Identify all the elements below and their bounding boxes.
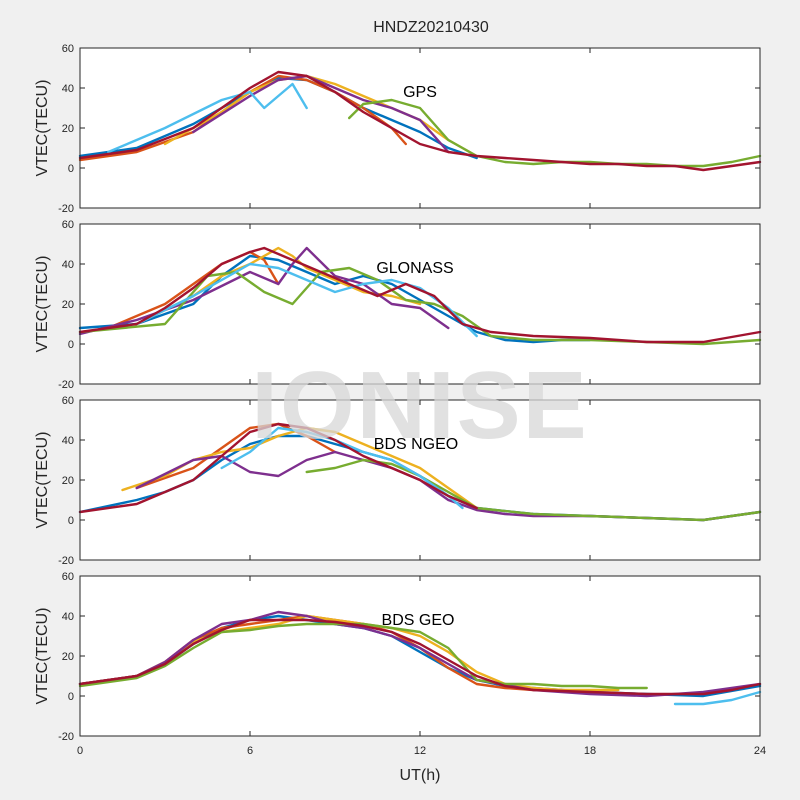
series-line bbox=[78, 618, 762, 696]
y-tick-label: 40 bbox=[62, 83, 74, 95]
figure-title: HNDZ20210430 bbox=[373, 19, 489, 36]
series-line bbox=[163, 74, 478, 158]
panel-annotation: GPS bbox=[403, 84, 437, 101]
series-line bbox=[348, 98, 762, 168]
series-line bbox=[305, 458, 762, 522]
series-group bbox=[78, 246, 762, 346]
panel-1: -20 0 20 40 60 VTEC(TECU) GPS bbox=[34, 43, 762, 215]
y-tick-label: 60 bbox=[62, 219, 74, 231]
x-tick-label: 18 bbox=[584, 745, 596, 757]
y-tick-label: -20 bbox=[58, 731, 74, 743]
panel-annotation: BDS NGEO bbox=[374, 436, 458, 453]
y-tick-label: 40 bbox=[62, 435, 74, 447]
series-line bbox=[107, 82, 308, 154]
y-tick-label: 0 bbox=[68, 691, 74, 703]
y-tick-label: 40 bbox=[62, 259, 74, 271]
series-line bbox=[673, 690, 762, 706]
series-group bbox=[78, 70, 762, 172]
series-line bbox=[220, 426, 464, 510]
y-tick-label: -20 bbox=[58, 379, 74, 391]
y-tick-label: 60 bbox=[62, 43, 74, 55]
series-line bbox=[78, 246, 762, 344]
y-tick-label: 60 bbox=[62, 395, 74, 407]
y-axis-label: VTEC(TECU) bbox=[34, 608, 51, 705]
series-group bbox=[78, 422, 762, 522]
y-tick-label: 0 bbox=[68, 515, 74, 527]
y-tick-label: 20 bbox=[62, 651, 74, 663]
series-line bbox=[78, 610, 762, 698]
y-tick-label: 0 bbox=[68, 163, 74, 175]
panel-3: -20 0 20 40 60 VTEC(TECU) BDS NGEO bbox=[34, 395, 762, 567]
y-tick-label: 0 bbox=[68, 339, 74, 351]
watermark-text: IONISE bbox=[251, 352, 588, 459]
y-tick-label: -20 bbox=[58, 555, 74, 567]
axes-background bbox=[80, 576, 760, 736]
y-tick-label: 60 bbox=[62, 571, 74, 583]
x-tick-label: 0 bbox=[77, 745, 83, 757]
series-line bbox=[192, 74, 450, 154]
y-axis-label: VTEC(TECU) bbox=[34, 80, 51, 177]
series-line bbox=[135, 422, 337, 490]
y-tick-label: 20 bbox=[62, 299, 74, 311]
series-line bbox=[78, 422, 478, 514]
x-axis-label: UT(h) bbox=[400, 767, 441, 784]
y-tick-label: 20 bbox=[62, 475, 74, 487]
panel-annotation: BDS GEO bbox=[382, 612, 455, 629]
panel-2: -20 0 20 40 60 VTEC(TECU) GLONASS bbox=[34, 219, 762, 391]
x-tick-label: 6 bbox=[247, 745, 253, 757]
y-tick-label: 20 bbox=[62, 123, 74, 135]
series-group bbox=[78, 610, 762, 706]
y-axis-label: VTEC(TECU) bbox=[34, 432, 51, 529]
series-line bbox=[78, 622, 648, 690]
x-tick-label: 24 bbox=[754, 745, 766, 757]
panel-annotation: GLONASS bbox=[376, 260, 453, 277]
x-tick-label: 12 bbox=[414, 745, 426, 757]
y-axis-label: VTEC(TECU) bbox=[34, 256, 51, 353]
y-tick-label: 40 bbox=[62, 611, 74, 623]
y-tick-label: -20 bbox=[58, 203, 74, 215]
series-line bbox=[78, 70, 762, 172]
